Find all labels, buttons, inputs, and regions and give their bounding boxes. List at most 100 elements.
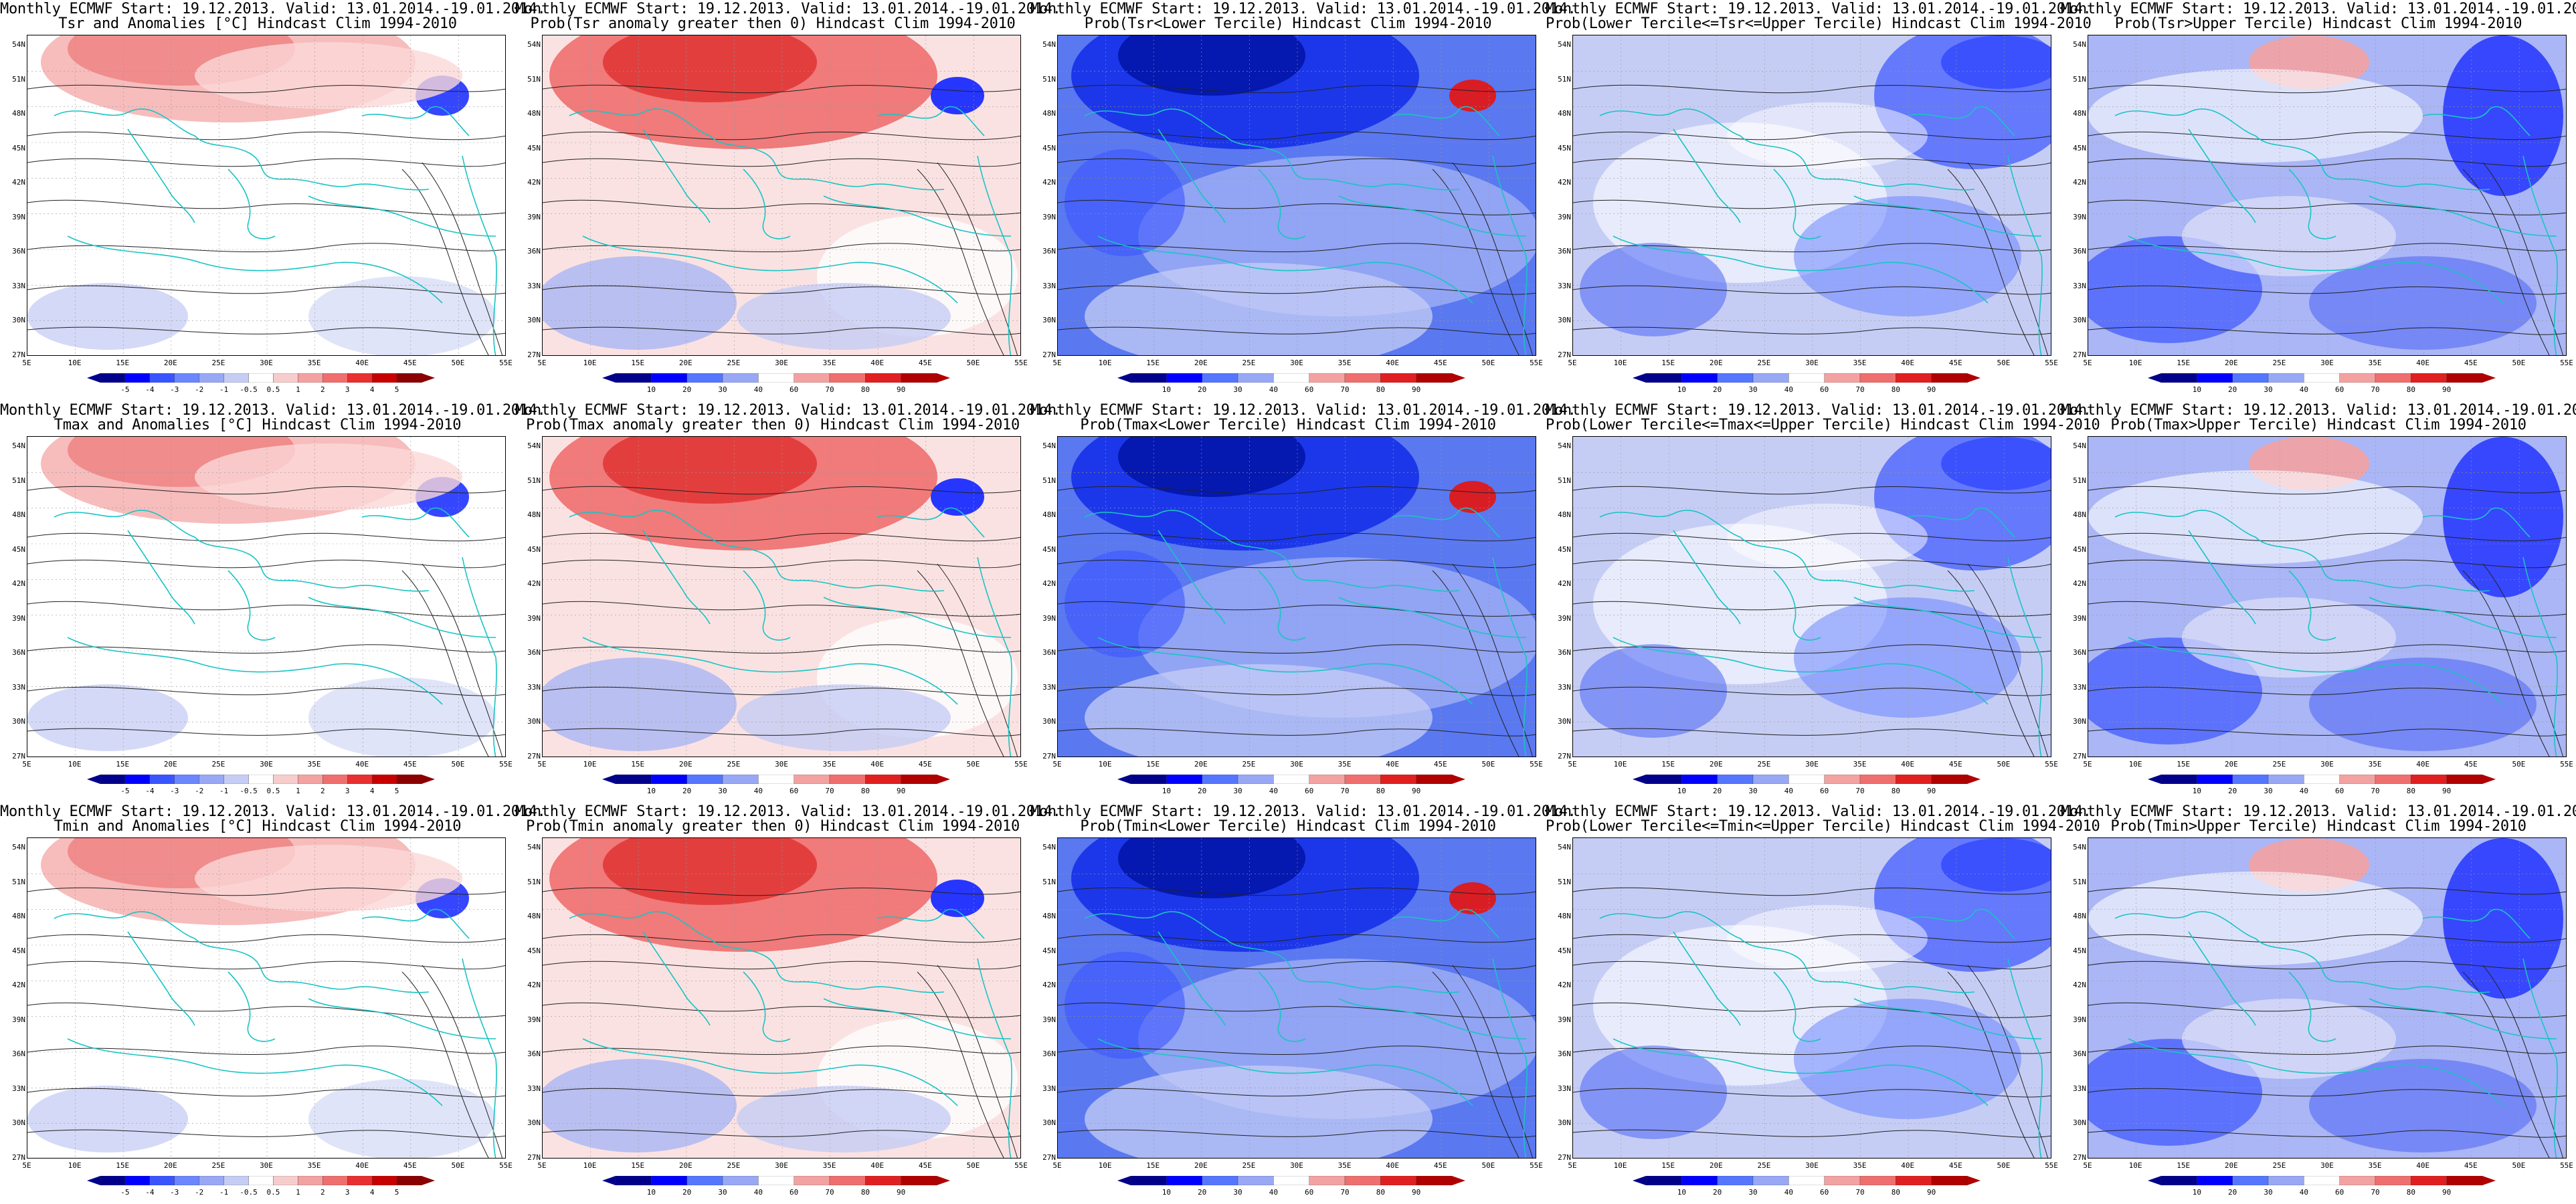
isotherm-contour [1573, 326, 2051, 335]
map-plot-area[interactable] [27, 837, 506, 1159]
map-panel-tsr-3[interactable]: Monthly ECMWF Start: 19.12.2013. Valid: … [1030, 0, 1576, 401]
longitude-tick-label: 10E [2128, 1161, 2142, 1170]
map-panel-tmin-4[interactable]: Monthly ECMWF Start: 19.12.2013. Valid: … [1546, 803, 2100, 1204]
longitude-tick-label: 45E [918, 359, 932, 367]
map-panel-tmax-4[interactable]: Monthly ECMWF Start: 19.12.2013. Valid: … [1546, 401, 2100, 803]
map-plot-area[interactable] [27, 35, 506, 356]
colorbar [87, 775, 435, 784]
map-panel-tmax-3[interactable]: Monthly ECMWF Start: 19.12.2013. Valid: … [1030, 401, 1576, 803]
isotherm-contour [543, 644, 1020, 654]
map-plot-area[interactable] [2088, 436, 2567, 757]
map-plot-area[interactable] [542, 35, 1021, 356]
map-panel-tmin-1[interactable]: Monthly ECMWF Start: 19.12.2013. Valid: … [0, 803, 546, 1204]
map-panel-tmax-1[interactable]: Monthly ECMWF Start: 19.12.2013. Valid: … [0, 401, 546, 803]
longitude-tick-label: 55E [2560, 1161, 2573, 1170]
map-plot-area[interactable] [2088, 35, 2567, 356]
longitude-tick-label: 10E [68, 359, 82, 367]
colorbar-segment [2268, 1176, 2304, 1185]
colorbar-segment [1896, 775, 1932, 784]
longitude-tick-label: 45E [1433, 1161, 1447, 1170]
isotherm-contour [543, 285, 1020, 295]
longitude-tick-label: 10E [1613, 760, 1627, 769]
latitude-tick-label: 42N [12, 579, 25, 589]
colorbar-segment [2446, 1176, 2483, 1185]
longitude-tick-label: 20E [163, 760, 177, 769]
latitude-tick-label: 27N [527, 752, 541, 761]
map-panel-tsr-5[interactable]: Monthly ECMWF Start: 19.12.2013. Valid: … [2061, 0, 2576, 401]
colorbar [2148, 373, 2496, 383]
isotherm-contour [1573, 285, 2051, 295]
coastline [2422, 908, 2531, 939]
map-plot-area[interactable] [1572, 436, 2051, 757]
map-panel-tsr-2[interactable]: Monthly ECMWF Start: 19.12.2013. Valid: … [515, 0, 1061, 401]
colorbar-arrow-right [2482, 1176, 2496, 1185]
colorbar-segment [223, 775, 249, 784]
colorbar-segment [2339, 373, 2376, 383]
colorbar-segment [1344, 775, 1381, 784]
longitude-tick-label: 15E [1146, 359, 1160, 367]
map-plot-area[interactable] [1572, 35, 2051, 356]
colorbar [2148, 775, 2496, 784]
longitude-tick-label: 40E [355, 359, 369, 367]
colorbar-segment [1752, 775, 1789, 784]
colorbar-segment [1416, 373, 1453, 383]
map-panel-tsr-1[interactable]: Monthly ECMWF Start: 19.12.2013. Valid: … [0, 0, 546, 401]
colorbar-tick-label: 5 [394, 385, 399, 394]
map-panel-tmax-5[interactable]: Monthly ECMWF Start: 19.12.2013. Valid: … [2061, 401, 2576, 803]
isotherm-contour [1947, 169, 2035, 355]
latitude-tick-label: 42N [12, 178, 25, 187]
colorbar-tick-label: 30 [1233, 385, 1243, 394]
map-plot-area[interactable] [1057, 436, 1536, 757]
coastline [2188, 530, 2256, 625]
map-panel-tmin-5[interactable]: Monthly ECMWF Start: 19.12.2013. Valid: … [2061, 803, 2576, 1204]
colorbar-tick-label: 40 [1784, 787, 1793, 795]
map-plot-area[interactable] [1572, 837, 2051, 1159]
colorbar-tick-label: -3 [170, 385, 179, 394]
colorbar-segment [2375, 373, 2411, 383]
latitude-tick-label: 30N [12, 717, 25, 726]
map-plot-area[interactable] [1057, 837, 1536, 1159]
latitude-tick-label: 45N [1042, 946, 1056, 955]
isotherm-contour [543, 961, 1020, 970]
latitude-tick-label: 54N [1042, 441, 1056, 450]
longitude-tick-label: 55E [499, 760, 513, 769]
longitude-tick-label: 10E [583, 1161, 597, 1170]
map-plot-area[interactable] [2088, 837, 2567, 1159]
isotherm-contour [2088, 934, 2566, 943]
isotherm-contour [1058, 1002, 1536, 1018]
map-panel-tmax-2[interactable]: Monthly ECMWF Start: 19.12.2013. Valid: … [515, 401, 1061, 803]
longitude-tick-label: 25E [1757, 359, 1771, 367]
map-plot-area[interactable] [1057, 35, 1536, 356]
coastline [1258, 971, 1306, 1042]
coastline [743, 570, 791, 641]
latitude-tick-label: 42N [1558, 579, 1571, 589]
coastline [1392, 908, 1500, 939]
longitude-tick-label: 5E [2083, 760, 2092, 769]
colorbar-tick-label: 80 [860, 385, 870, 394]
colorbar-tick-label: 60 [790, 787, 799, 795]
coastline [977, 155, 1012, 355]
coastline [127, 128, 195, 223]
isotherm-contour [401, 971, 489, 1158]
map-plot-area[interactable] [27, 436, 506, 757]
map-panel-tmin-3[interactable]: Monthly ECMWF Start: 19.12.2013. Valid: … [1030, 803, 1576, 1204]
colorbar-tick-label: 90 [1412, 1188, 1421, 1197]
isotherm-contour [2088, 131, 2566, 140]
coastline [1907, 507, 2015, 538]
longitude-tick-label: 5E [1568, 359, 1577, 367]
isotherm-contour [543, 1129, 1020, 1138]
colorbar-tick-label: 60 [1820, 787, 1829, 795]
colorbar-segment [686, 1176, 723, 1185]
field-shading [1449, 481, 1496, 513]
colorbar-tick-label: 30 [1748, 1188, 1758, 1197]
colorbar-tick-label: 40 [2299, 1188, 2308, 1197]
map-plot-area[interactable] [542, 837, 1021, 1159]
colorbar-arrow-right [422, 775, 435, 784]
map-panel-tsr-4[interactable]: Monthly ECMWF Start: 19.12.2013. Valid: … [1546, 0, 2092, 401]
colorbar-tick-label: 10 [646, 385, 656, 394]
coastline [1392, 507, 1500, 538]
latitude-tick-label: 42N [1042, 178, 1056, 187]
longitude-tick-label: 20E [678, 1161, 693, 1170]
map-panel-tmin-2[interactable]: Monthly ECMWF Start: 19.12.2013. Valid: … [515, 803, 1061, 1204]
map-plot-area[interactable] [542, 436, 1021, 757]
